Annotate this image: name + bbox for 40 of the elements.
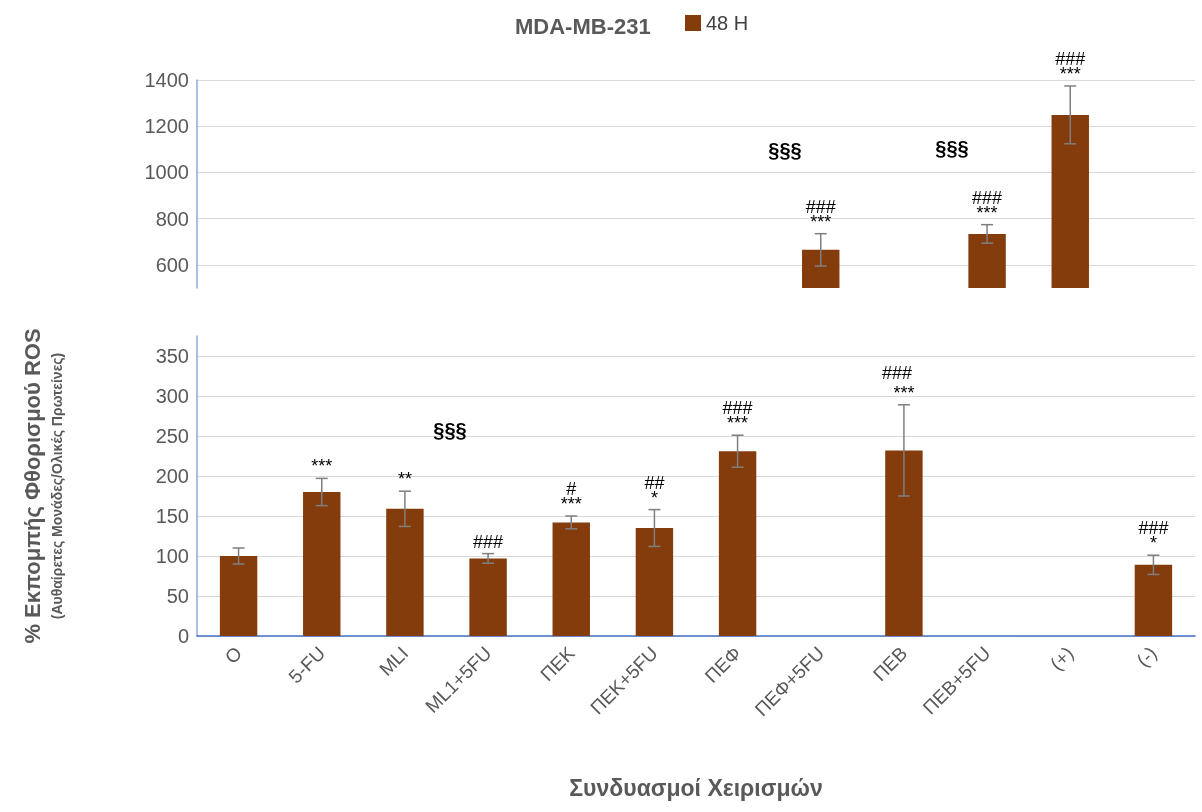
annotation: §§§ (433, 419, 467, 441)
x-tick-label: O (220, 642, 247, 668)
annotation: §§§ (935, 137, 969, 159)
y-tick-label: 150 (155, 505, 189, 527)
bar (718, 451, 757, 636)
y-tick-label: 250 (155, 425, 189, 447)
x-tick-label: MLI (375, 642, 413, 680)
chart-title: MDA-MB-231 (515, 13, 651, 39)
annotation: *** (893, 382, 915, 403)
y-tick-label: 1400 (144, 69, 189, 91)
bar (1134, 564, 1173, 636)
annotation: ** (397, 469, 412, 490)
x-tick-label: (+) (1046, 642, 1078, 675)
y-tick-label: 1000 (144, 161, 189, 184)
bar (303, 492, 341, 636)
y-tick-label: 300 (155, 385, 189, 407)
annotation: §§§ (768, 139, 802, 161)
annotation: ### (473, 531, 504, 552)
bar (219, 556, 258, 636)
annotation: *** (311, 456, 333, 477)
y-tick-label: 1200 (144, 115, 189, 138)
y-axis-title: % Εκπομπής Φθορισμού ROS (Αυθαίρετες Μονάδες/Ολικές Πρωτείνες) (19, 328, 65, 644)
annotation: ### (881, 363, 913, 383)
bar (469, 558, 507, 636)
bar (885, 450, 923, 636)
x-tick-label: (-) (1132, 642, 1161, 671)
x-axis-title: Συνδυασμοί Χειρισμών (569, 774, 823, 801)
y-tick-label: 50 (166, 585, 189, 607)
y-tick-label: 200 (155, 465, 189, 487)
bar (552, 522, 590, 636)
legend-label: 48 H (706, 12, 749, 34)
y-tick-label: 800 (155, 207, 189, 230)
bar (386, 508, 424, 636)
y-tick-label: 350 (155, 345, 189, 367)
bar (635, 528, 674, 636)
annotation: *** (560, 494, 582, 514)
y-tick-label: 0 (177, 625, 189, 647)
y-tick-label: 600 (155, 253, 189, 276)
annotation: ## (644, 472, 665, 493)
y-tick-label: 100 (155, 545, 189, 567)
